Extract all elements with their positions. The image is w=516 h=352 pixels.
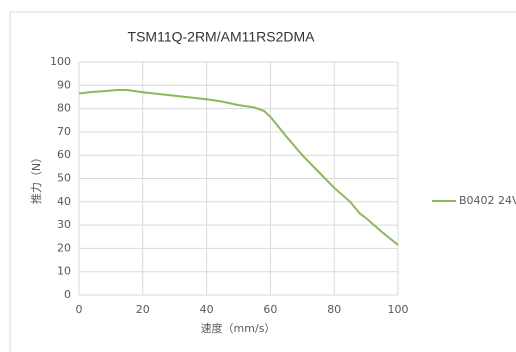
x-tick-label: 80 [327,303,341,316]
x-tick-label: 20 [136,303,150,316]
y-tick-label: 70 [57,125,71,138]
y-tick-label: 10 [57,265,71,278]
x-tick-label: 60 [263,303,277,316]
y-tick-label: 60 [57,148,71,161]
y-tick-label: 20 [57,241,71,254]
y-tick-label: 40 [57,195,71,208]
chart-title: TSM11Q-2RM/AM11RS2DMA [128,29,316,45]
x-axis-label: 速度（mm/s） [201,321,276,335]
y-tick-label: 90 [57,78,71,91]
y-tick-label: 0 [64,288,71,301]
y-tick-label: 50 [57,172,71,185]
x-tick-label: 0 [76,303,83,316]
legend-label: B0402 24V [459,194,516,207]
chart-frame [9,11,516,352]
y-axis-label: 推力（N） [29,152,43,204]
y-tick-label: 80 [57,102,71,115]
y-tick-label: 100 [50,55,71,68]
y-tick-label: 30 [57,218,71,231]
data-line [78,88,399,246]
x-tick-label: 100 [388,303,409,316]
x-tick-label: 40 [200,303,214,316]
